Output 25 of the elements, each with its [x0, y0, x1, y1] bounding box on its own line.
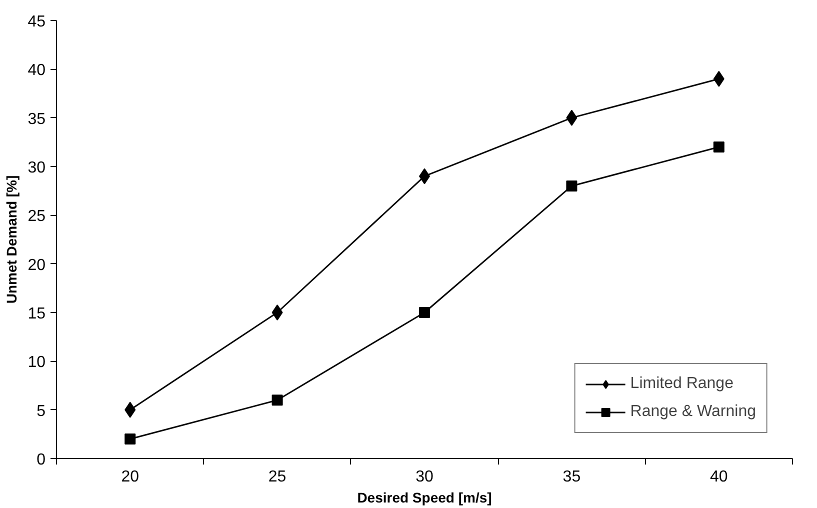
y-tick-label: 15	[28, 306, 46, 322]
x-tick-label: 20	[121, 468, 140, 486]
y-tick-label: 5	[36, 402, 46, 420]
y-tick-label: 30	[28, 160, 46, 176]
y-tick-label: 0	[36, 452, 46, 468]
point	[272, 304, 283, 320]
legend-label: Limited Range	[630, 375, 734, 393]
y-tick-label: 45	[28, 14, 46, 30]
point	[566, 180, 578, 192]
x-tick-label: 35	[562, 468, 581, 486]
x-tick-label: 25	[268, 468, 286, 486]
point	[419, 307, 430, 318]
y-tick-label: 35	[28, 110, 46, 128]
x-tick-label: 30	[416, 468, 434, 486]
x-axis-title: Desired Speed [m/s]	[357, 490, 492, 506]
point	[272, 394, 283, 406]
y-tick-label: 10	[28, 354, 46, 372]
point	[124, 434, 136, 445]
point	[713, 142, 724, 153]
legend-label: Range & Warning	[630, 403, 756, 421]
y-tick-label: 40	[28, 62, 46, 80]
y-tick-label: 20	[28, 256, 46, 274]
y-tick-label: 25	[28, 208, 46, 226]
y-axis-title: Unmet Demand [%]	[4, 175, 20, 304]
x-tick-label: 40	[710, 468, 728, 486]
